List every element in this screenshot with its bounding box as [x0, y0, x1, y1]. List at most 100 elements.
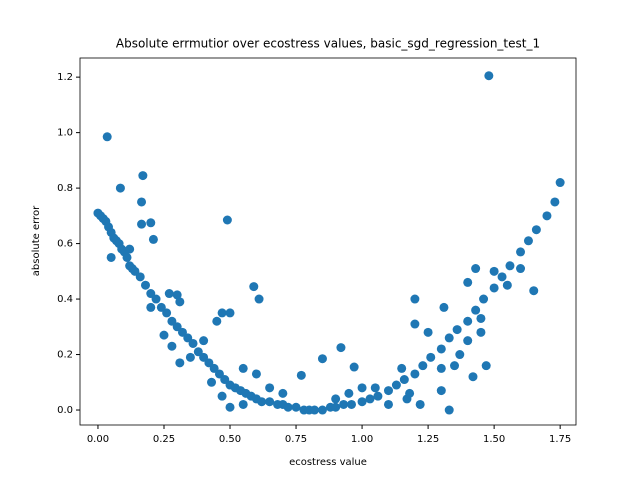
- y-tick-label: 0.0: [57, 405, 73, 416]
- point: [516, 247, 526, 257]
- point: [199, 336, 209, 346]
- point: [167, 341, 177, 351]
- chart-title: Absolute errmutior over ecostress values…: [116, 37, 540, 51]
- point: [529, 286, 539, 296]
- point: [426, 352, 436, 362]
- point: [137, 219, 147, 229]
- point: [162, 308, 172, 318]
- point: [331, 394, 341, 404]
- point: [471, 264, 481, 274]
- point: [463, 277, 473, 287]
- point: [455, 350, 465, 360]
- x-tick-label: 0.00: [87, 434, 109, 445]
- point: [172, 290, 182, 300]
- point: [151, 294, 161, 304]
- point: [265, 383, 275, 393]
- point: [423, 327, 433, 337]
- point: [357, 397, 367, 407]
- point: [418, 361, 428, 371]
- point: [397, 363, 407, 373]
- point: [370, 383, 380, 393]
- point: [436, 386, 446, 396]
- point: [164, 289, 174, 299]
- y-axis-label: absolute error: [31, 205, 42, 276]
- point: [175, 297, 185, 307]
- y-tick-label: 0.8: [57, 183, 73, 194]
- point: [436, 363, 446, 373]
- point: [207, 377, 217, 387]
- point: [415, 399, 425, 409]
- point: [140, 280, 150, 290]
- point: [349, 362, 359, 372]
- point: [331, 402, 341, 412]
- point: [278, 388, 288, 398]
- point: [489, 283, 499, 293]
- point: [497, 272, 507, 282]
- point: [405, 388, 415, 398]
- point: [436, 344, 446, 354]
- point: [523, 236, 533, 246]
- point: [265, 397, 275, 407]
- point: [347, 399, 357, 409]
- point: [106, 252, 116, 262]
- y-tick-label: 0.6: [57, 239, 73, 250]
- point: [159, 330, 169, 340]
- point: [373, 391, 383, 401]
- x-tick-label: 1.50: [483, 434, 505, 445]
- point: [148, 234, 158, 244]
- point: [505, 261, 515, 271]
- point: [138, 171, 148, 181]
- point: [516, 264, 526, 274]
- point: [249, 282, 259, 292]
- point: [238, 399, 248, 409]
- point: [102, 132, 112, 142]
- point: [383, 399, 393, 409]
- point: [481, 361, 491, 371]
- point: [365, 394, 375, 404]
- point: [410, 319, 420, 329]
- point: [444, 333, 454, 343]
- point: [115, 183, 125, 193]
- point: [257, 397, 267, 407]
- point: [410, 369, 420, 379]
- x-tick-label: 0.50: [219, 434, 241, 445]
- point: [135, 272, 145, 282]
- point: [291, 402, 301, 412]
- point: [444, 405, 454, 415]
- point: [146, 218, 156, 228]
- point: [317, 405, 327, 415]
- point: [217, 308, 227, 318]
- point: [531, 225, 541, 235]
- point: [357, 383, 367, 393]
- x-tick-label: 1.75: [549, 434, 571, 445]
- y-tick-label: 0.2: [57, 350, 73, 361]
- point: [410, 294, 420, 304]
- point: [399, 375, 409, 385]
- point: [222, 215, 232, 225]
- point: [383, 386, 393, 396]
- point: [484, 71, 494, 81]
- point: [542, 211, 552, 221]
- x-tick-label: 0.25: [153, 434, 175, 445]
- point: [254, 294, 264, 304]
- point: [463, 316, 473, 326]
- point: [212, 316, 222, 326]
- point: [476, 327, 486, 337]
- point: [188, 338, 198, 348]
- point: [217, 391, 227, 401]
- point: [125, 244, 135, 254]
- point: [468, 372, 478, 382]
- point: [550, 197, 560, 207]
- y-tick-label: 0.4: [57, 294, 73, 305]
- point: [452, 325, 462, 335]
- point: [339, 399, 349, 409]
- point: [238, 363, 248, 373]
- x-tick-label: 1.00: [351, 434, 373, 445]
- point: [310, 405, 320, 415]
- point: [502, 280, 512, 290]
- point: [296, 370, 306, 380]
- point: [146, 302, 156, 312]
- point: [439, 302, 449, 312]
